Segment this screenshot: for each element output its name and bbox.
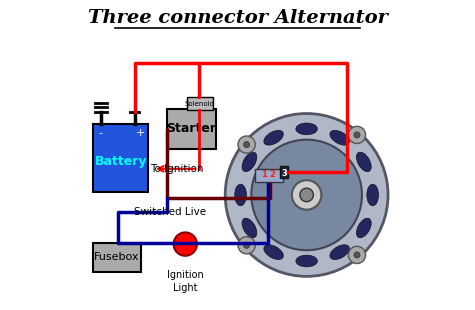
Text: 1: 1	[261, 170, 267, 179]
Text: +: +	[136, 128, 145, 139]
Circle shape	[251, 140, 362, 250]
Ellipse shape	[296, 255, 317, 267]
Ellipse shape	[242, 152, 257, 172]
Circle shape	[225, 113, 388, 276]
Text: Switched Live: Switched Live	[134, 207, 206, 217]
Ellipse shape	[367, 184, 379, 206]
Ellipse shape	[356, 218, 371, 238]
Text: Solenoid: Solenoid	[185, 100, 215, 107]
Ellipse shape	[296, 123, 317, 135]
Ellipse shape	[242, 218, 257, 238]
Ellipse shape	[356, 152, 371, 172]
Circle shape	[348, 126, 366, 144]
Text: Starter: Starter	[166, 122, 217, 135]
Text: Three connector Alternator: Three connector Alternator	[87, 9, 388, 27]
Ellipse shape	[264, 131, 284, 145]
FancyBboxPatch shape	[280, 166, 288, 178]
FancyBboxPatch shape	[187, 97, 213, 110]
Circle shape	[354, 252, 360, 258]
Text: Fusebox: Fusebox	[94, 252, 140, 262]
Circle shape	[300, 188, 314, 202]
Text: 3: 3	[281, 169, 287, 178]
Ellipse shape	[330, 131, 350, 145]
FancyBboxPatch shape	[167, 109, 216, 149]
Circle shape	[238, 237, 255, 254]
FancyBboxPatch shape	[93, 242, 141, 272]
Text: -: -	[99, 128, 103, 139]
Circle shape	[354, 132, 360, 138]
Text: Ignition
Light: Ignition Light	[167, 270, 204, 293]
Ellipse shape	[330, 245, 350, 259]
Circle shape	[244, 141, 250, 148]
Ellipse shape	[264, 245, 284, 259]
Text: Battery: Battery	[95, 155, 147, 168]
Circle shape	[348, 246, 366, 264]
Ellipse shape	[235, 184, 247, 206]
Text: To Ignition: To Ignition	[150, 164, 203, 174]
Circle shape	[292, 180, 322, 210]
Circle shape	[238, 136, 255, 153]
Circle shape	[173, 232, 197, 256]
FancyBboxPatch shape	[93, 124, 148, 192]
Text: 2: 2	[269, 170, 275, 179]
FancyBboxPatch shape	[255, 169, 283, 182]
Circle shape	[244, 242, 250, 248]
